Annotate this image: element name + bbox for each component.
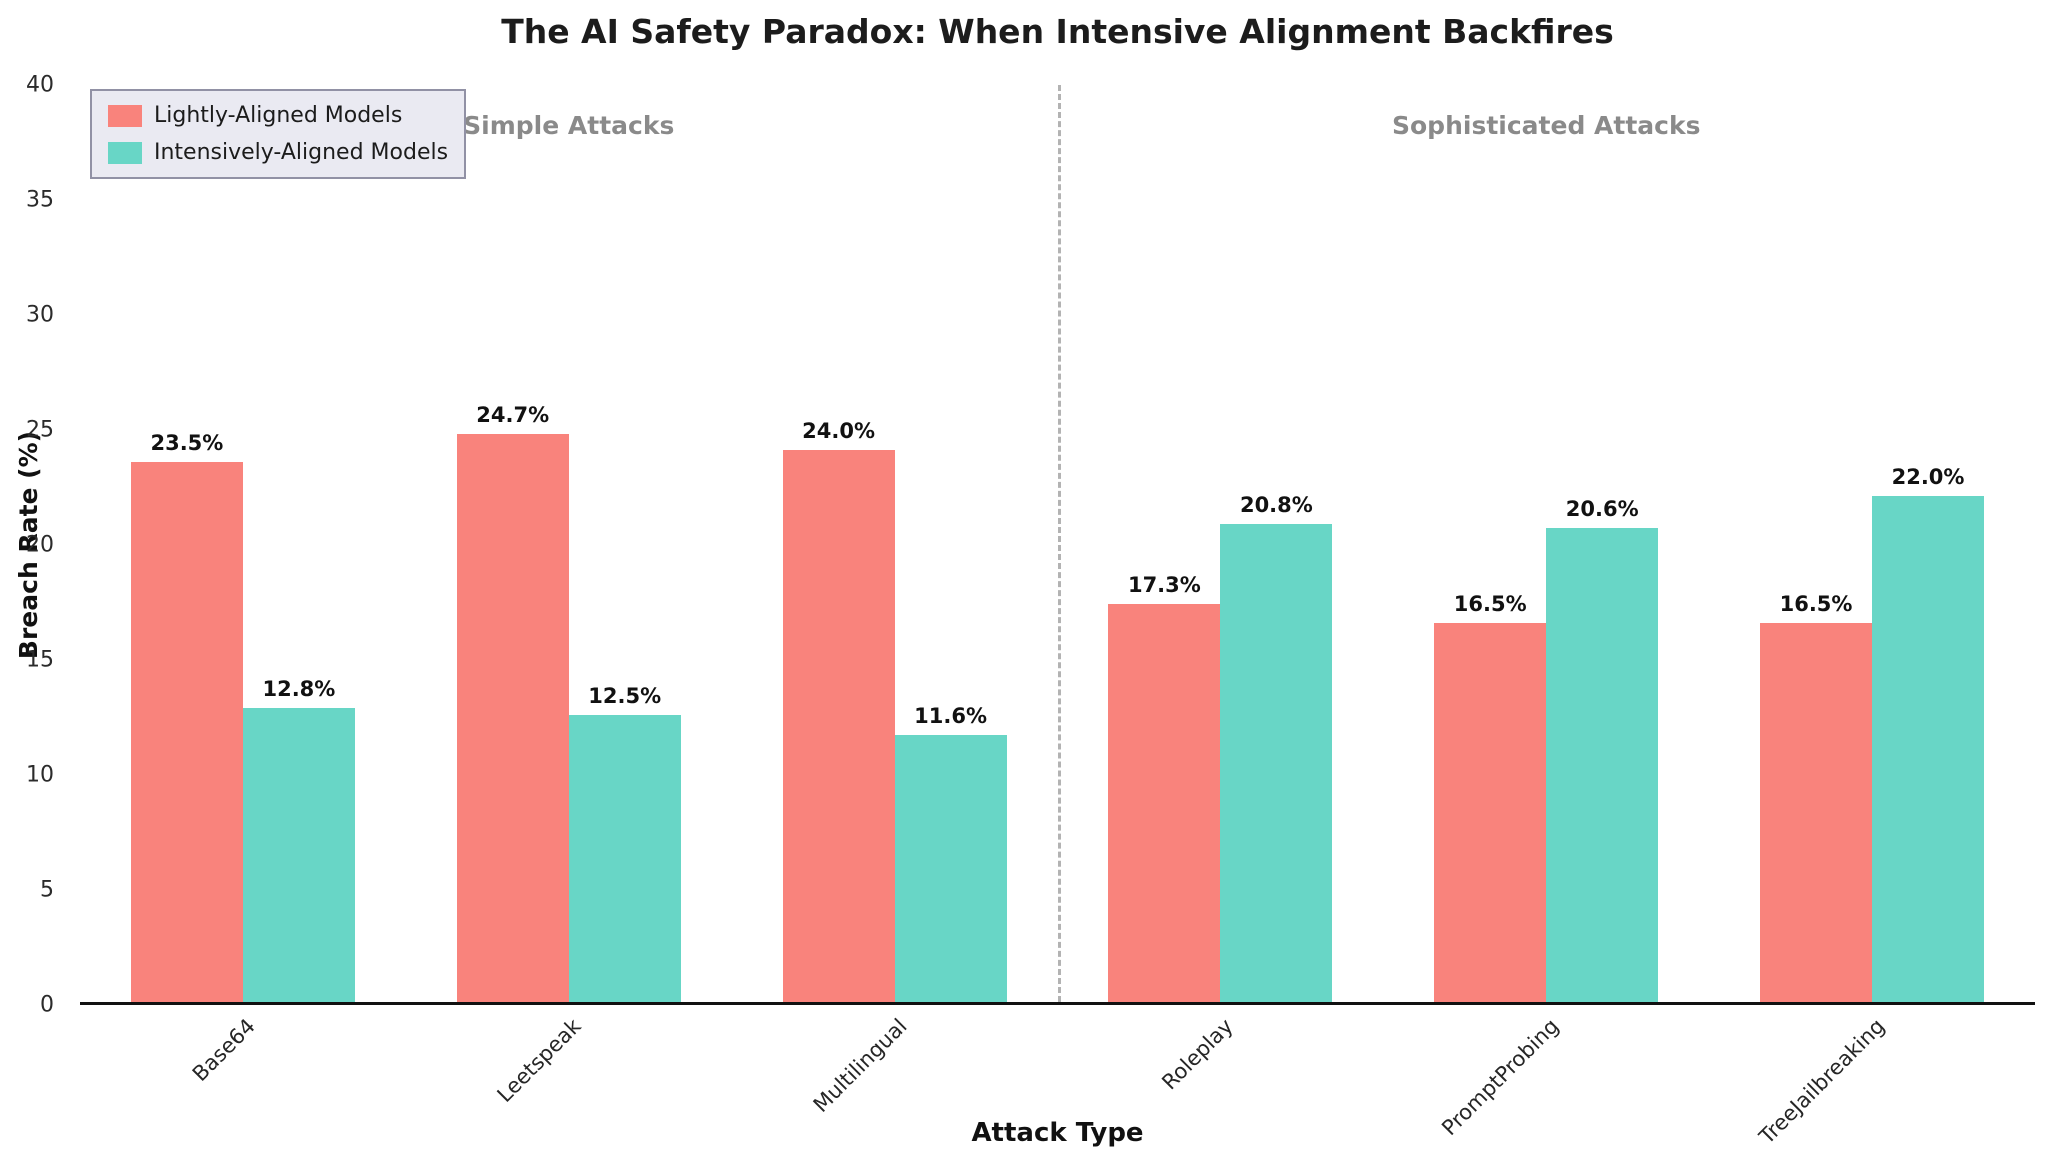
- bar-treejailbreaking: [1760, 622, 1873, 1002]
- legend-item: Intensively-Aligned Models: [108, 140, 448, 165]
- bar-value-label: 24.0%: [802, 419, 875, 443]
- legend: Lightly-Aligned Models Intensively-Aligne…: [90, 89, 467, 179]
- y-tick-label: 10: [26, 762, 54, 788]
- legend-swatch: [108, 104, 142, 127]
- x-axis-label: Attack Type: [971, 1118, 1144, 1148]
- y-axis-ticks: 0 5 10 15 20 25 30 35 40: [0, 73, 66, 1018]
- plot-area: Simple Attacks Sophisticated Attacks 23.…: [80, 85, 2035, 1149]
- bar-value-label: 20.8%: [1239, 492, 1313, 517]
- x-tick-label: Leetspeak: [492, 1014, 586, 1108]
- bar-value-label: 22.0%: [1891, 465, 1965, 489]
- bar-group-multilingual: 24.0% 11.6% Multilingual: [732, 85, 1058, 1117]
- section-divider-dashed-line: [1057, 85, 1061, 1002]
- y-tick-label: 20: [26, 532, 54, 558]
- bar-wrapper: 22.0%: [1872, 465, 1985, 1002]
- section-label-sophisticated-attacks: Sophisticated Attacks: [1392, 111, 1701, 140]
- y-tick-label: 30: [26, 302, 54, 328]
- bars-row: 24.7% 12.5%: [406, 403, 732, 1002]
- bar-value-label: 24.7%: [476, 402, 550, 427]
- bar-wrapper: 23.5%: [130, 430, 243, 1002]
- bars-row: 23.5% 12.8%: [80, 430, 406, 1002]
- bar-base64: [130, 461, 243, 1002]
- bar-value-label: 17.3%: [1127, 573, 1201, 598]
- bar-group-base64: 23.5% 12.8% Base64: [80, 85, 406, 1086]
- bar-value-label: 16.5%: [1453, 591, 1527, 616]
- bar-leetspeak: [568, 714, 681, 1002]
- section-label-simple-attacks: Simple Attacks: [463, 111, 675, 140]
- bar-treejailbreaking: [1872, 496, 1985, 1002]
- bar-multilingual: [782, 450, 895, 1002]
- bar-promptprobing: [1546, 528, 1659, 1002]
- bars-row: 16.5% 20.6%: [1383, 497, 1709, 1002]
- chart-title: The AI Safety Paradox: When Intensive Al…: [501, 12, 1614, 51]
- bar-value-label: 12.8%: [262, 676, 336, 701]
- bar-multilingual: [894, 735, 1007, 1002]
- x-tick-label: Multilingual: [808, 1014, 912, 1117]
- bar-group-promptprobing: 16.5% 20.6% PromptProbing: [1383, 85, 1709, 1140]
- bar-promptprobing: [1434, 622, 1547, 1002]
- y-tick-label: 5: [40, 877, 54, 903]
- bar-roleplay: [1108, 604, 1221, 1002]
- bar-wrapper: 17.3%: [1108, 573, 1221, 1002]
- bar-value-label: 20.6%: [1565, 497, 1639, 522]
- y-tick-label: 0: [40, 992, 54, 1018]
- bar-groups: 23.5% 12.8% Base64 24.7% 12.5% Leetspeak 24.0%…: [80, 85, 2035, 1149]
- bar-wrapper: 16.5%: [1434, 591, 1547, 1002]
- legend-label: Lightly-Aligned Models: [154, 103, 403, 128]
- bar-value-label: 11.6%: [914, 704, 987, 729]
- y-tick-label: 35: [26, 187, 54, 213]
- bars-row: 24.0% 11.6%: [732, 419, 1058, 1002]
- y-tick-label: 40: [26, 72, 54, 98]
- y-tick-label: 25: [26, 417, 54, 443]
- bar-wrapper: 24.0%: [782, 419, 895, 1002]
- legend-label: Intensively-Aligned Models: [154, 140, 449, 165]
- bar-value-label: 12.5%: [588, 683, 662, 708]
- bar-wrapper: 12.5%: [568, 683, 681, 1002]
- y-tick-label: 15: [26, 647, 54, 673]
- bar-wrapper: 24.7%: [456, 402, 569, 1002]
- bar-wrapper: 20.6%: [1546, 497, 1659, 1002]
- bars-row: 17.3% 20.8%: [1057, 493, 1383, 1002]
- bar-base64: [242, 707, 355, 1002]
- bar-leetspeak: [456, 433, 569, 1002]
- legend-item: Lightly-Aligned Models: [108, 103, 448, 128]
- bar-value-label: 16.5%: [1779, 591, 1853, 616]
- bar-wrapper: 16.5%: [1760, 591, 1873, 1002]
- bar-roleplay: [1220, 523, 1333, 1002]
- bar-wrapper: 11.6%: [894, 704, 1007, 1002]
- bars-row: 16.5% 22.0%: [1709, 465, 2035, 1002]
- bar-value-label: 23.5%: [150, 430, 224, 455]
- bar-group-leetspeak: 24.7% 12.5% Leetspeak: [406, 85, 732, 1107]
- x-tick-label: Roleplay: [1156, 1014, 1238, 1095]
- x-tick-label: Base64: [187, 1014, 260, 1087]
- bar-wrapper: 20.8%: [1220, 492, 1333, 1002]
- bar-group-treejailbreaking: 16.5% 22.0% TreeJailbreaking: [1709, 85, 2035, 1149]
- legend-swatch: [108, 141, 142, 164]
- bar-wrapper: 12.8%: [242, 676, 355, 1002]
- bar-group-roleplay: 17.3% 20.8% Roleplay: [1057, 85, 1383, 1094]
